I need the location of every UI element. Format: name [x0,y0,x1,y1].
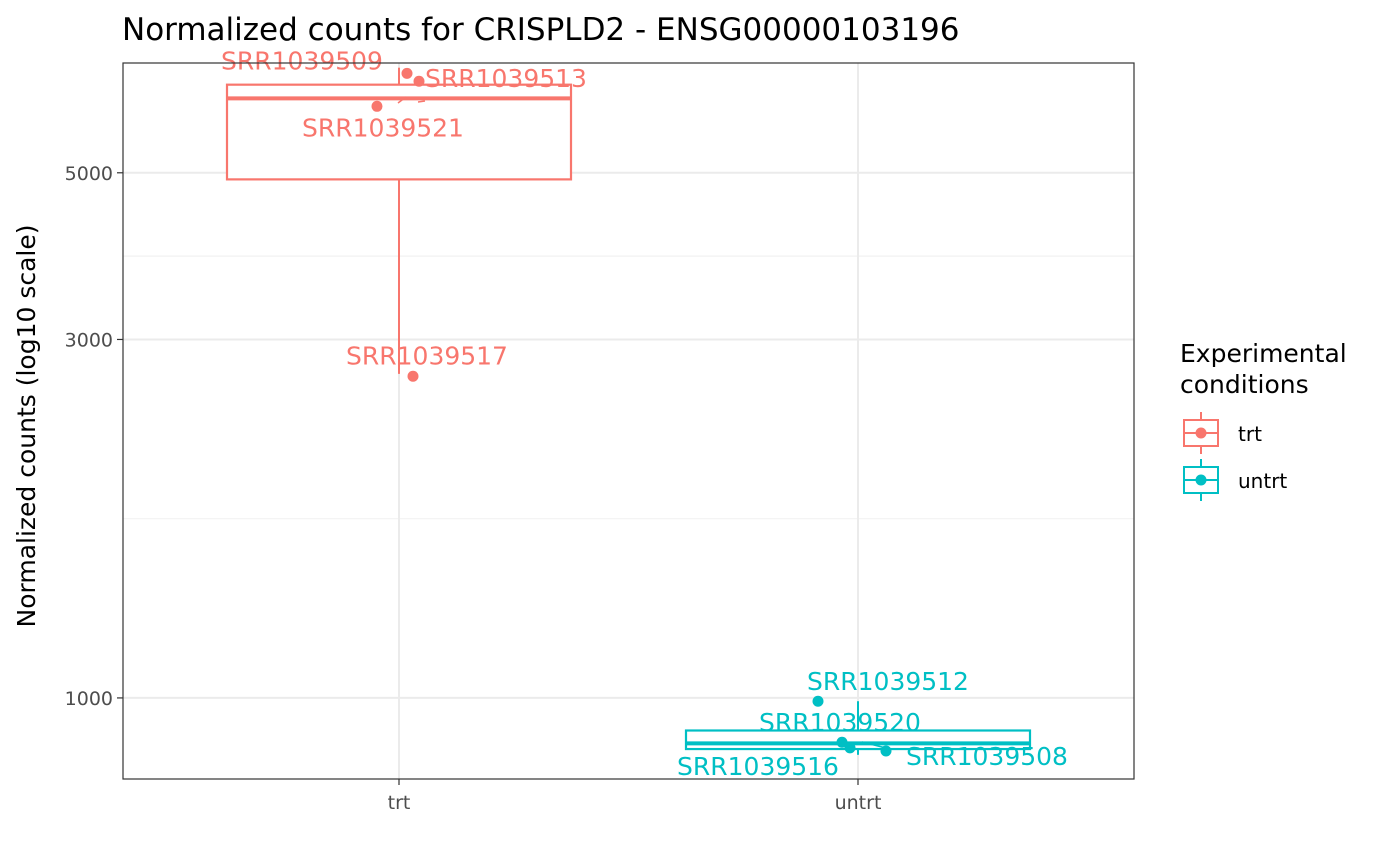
point-label-SRR1039508: SRR1039508 [906,742,1068,771]
legend-label-trt: trt [1238,422,1262,446]
box-layer [225,67,1032,755]
point-label-SRR1039521: SRR1039521 [302,113,464,142]
point-label-SRR1039512: SRR1039512 [807,667,969,696]
legend-title-line-2: conditions [1180,370,1309,399]
legend-key-point-trt [1195,427,1207,439]
data-point-SRR1039520 [836,736,848,748]
point-labels: SRR1039509 SRR1039513 SRR1039521 SRR1039517… [221,46,1068,780]
x-tick-label-untrt: untrt [835,792,882,814]
legend: Experimental conditions trt untrt [1180,339,1347,501]
data-point-SRR1039517 [407,370,419,382]
legend-label-untrt: untrt [1238,469,1287,493]
point-label-SRR1039509: SRR1039509 [221,46,383,75]
box-trt [225,83,573,181]
plot-panel-border [122,62,1135,780]
point-label-SRR1039520: SRR1039520 [759,708,921,737]
plot-background [123,63,1134,779]
label-segment-SRR1039508 [861,741,887,749]
label-segment-SRR1039509 [397,96,407,104]
x-tick-label-trt: trt [388,792,411,814]
data-point-SRR1039509 [401,67,413,79]
point-label-SRR1039513: SRR1039513 [425,64,587,93]
data-point-SRR1039512 [812,695,824,707]
point-label-SRR1039516: SRR1039516 [677,752,839,781]
y-axis-title: Normalized counts (log10 scale) [12,224,41,627]
chart-title: Normalized counts for CRISPLD2 - ENSG000… [122,12,959,48]
data-point-SRR1039513 [413,75,425,87]
data-point-SRR1039521 [371,100,383,112]
label-segment-SRR1039513 [417,100,426,103]
axes: 1000 3000 5000 trt untrt [65,163,882,814]
legend-key-point-untrt [1195,474,1207,486]
point-layer [371,67,892,757]
y-tick-label: 3000 [65,329,113,351]
data-point-SRR1039516 [844,742,856,754]
legend-title-line-1: Experimental [1180,339,1347,368]
point-label-SRR1039517: SRR1039517 [346,341,508,370]
data-point-SRR1039508 [880,745,892,757]
y-tick-label: 5000 [65,163,113,185]
y-tick-label: 1000 [65,688,113,710]
grid-lines [123,63,1134,779]
